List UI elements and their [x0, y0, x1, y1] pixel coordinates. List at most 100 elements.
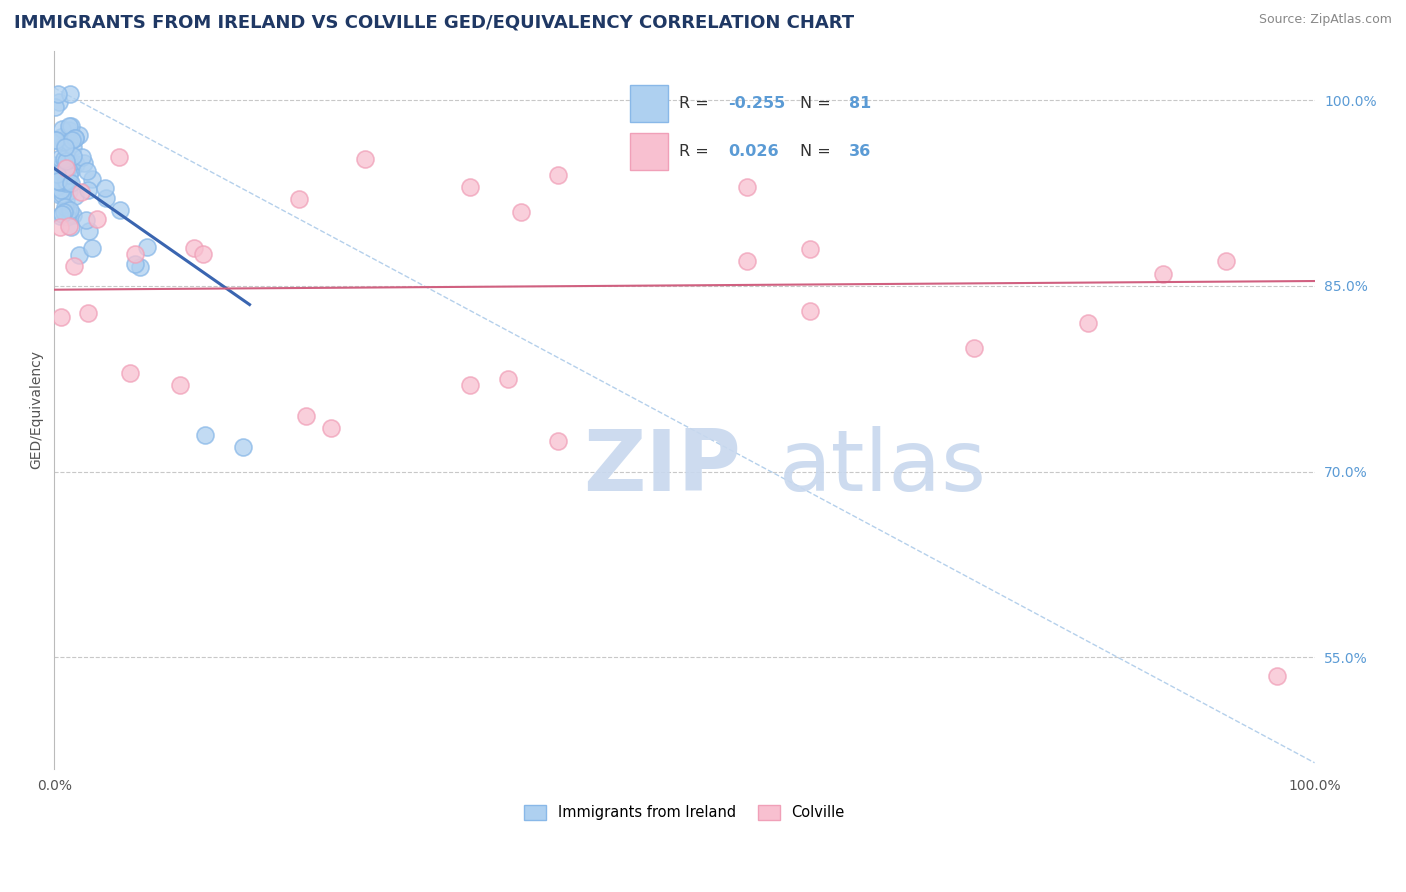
- Text: R =: R =: [679, 96, 714, 111]
- Point: [60, 120, 83, 134]
- Point: [58, 123, 80, 137]
- Point: [287, 192, 309, 206]
- Point: [58, 87, 80, 101]
- Point: [65, 157, 87, 171]
- Point: [53, 136, 76, 151]
- Point: [56, 162, 79, 177]
- Point: [458, 378, 481, 392]
- Point: [1077, 316, 1099, 330]
- Point: [80, 241, 103, 255]
- Point: [59, 220, 82, 235]
- Point: [52, 164, 75, 178]
- Point: [737, 254, 759, 268]
- Point: [76, 163, 98, 178]
- Point: [94, 180, 117, 194]
- Point: [56, 156, 79, 170]
- Point: [58, 120, 80, 134]
- Point: [51, 130, 73, 145]
- Point: [53, 152, 76, 166]
- Point: [124, 256, 146, 270]
- Point: [136, 240, 159, 254]
- Point: [51, 206, 73, 220]
- Point: [169, 378, 191, 392]
- Point: [48, 95, 70, 109]
- Point: [51, 187, 73, 202]
- Point: [56, 147, 79, 161]
- Text: 81: 81: [849, 96, 872, 111]
- Point: [58, 173, 80, 187]
- Point: [1152, 267, 1174, 281]
- Point: [63, 189, 86, 203]
- Point: [60, 133, 83, 147]
- Point: [79, 225, 101, 239]
- Point: [44, 100, 66, 114]
- Point: [321, 421, 343, 435]
- Point: [67, 248, 90, 262]
- Text: R =: R =: [679, 145, 714, 160]
- Point: [124, 247, 146, 261]
- Point: [55, 176, 77, 190]
- Point: [62, 149, 84, 163]
- Point: [44, 174, 66, 188]
- Point: [45, 133, 67, 147]
- Point: [118, 366, 141, 380]
- Point: [295, 409, 318, 423]
- Point: [49, 188, 72, 202]
- Point: [53, 200, 76, 214]
- Point: [58, 184, 80, 198]
- Text: 0.026: 0.026: [728, 145, 779, 160]
- Point: [53, 167, 76, 181]
- Point: [547, 168, 569, 182]
- FancyBboxPatch shape: [630, 133, 668, 170]
- Point: [77, 306, 100, 320]
- Point: [63, 260, 86, 274]
- Point: [963, 341, 986, 355]
- Point: [799, 242, 821, 256]
- Point: [58, 207, 80, 221]
- Point: [737, 180, 759, 194]
- Point: [44, 133, 66, 147]
- Text: -0.255: -0.255: [728, 96, 786, 111]
- Point: [73, 155, 96, 169]
- Text: ZIP: ZIP: [583, 425, 741, 508]
- Point: [69, 186, 91, 200]
- Point: [1265, 669, 1288, 683]
- Point: [58, 134, 80, 148]
- Point: [56, 202, 79, 217]
- Point: [59, 157, 82, 171]
- Point: [53, 205, 76, 219]
- Point: [70, 150, 93, 164]
- Point: [496, 372, 519, 386]
- Point: [107, 150, 129, 164]
- Point: [51, 310, 73, 324]
- Point: [129, 260, 152, 275]
- Point: [51, 122, 73, 136]
- Point: [183, 241, 205, 255]
- Point: [62, 208, 84, 222]
- Text: atlas: atlas: [779, 425, 987, 508]
- Point: [63, 131, 86, 145]
- Point: [49, 175, 72, 189]
- Point: [53, 140, 76, 154]
- Point: [49, 219, 72, 234]
- Point: [48, 173, 70, 187]
- Point: [48, 151, 70, 165]
- Point: [56, 173, 79, 187]
- Text: Source: ZipAtlas.com: Source: ZipAtlas.com: [1258, 13, 1392, 27]
- Point: [58, 219, 80, 233]
- Point: [86, 212, 108, 227]
- Point: [49, 172, 72, 186]
- Point: [58, 168, 80, 182]
- Point: [49, 183, 72, 197]
- Point: [45, 167, 67, 181]
- Text: 36: 36: [849, 145, 872, 160]
- Point: [60, 176, 83, 190]
- FancyBboxPatch shape: [630, 85, 668, 122]
- Legend: Immigrants from Ireland, Colville: Immigrants from Ireland, Colville: [519, 799, 851, 826]
- Point: [458, 180, 481, 194]
- Point: [44, 157, 66, 171]
- Point: [108, 202, 131, 217]
- Point: [44, 162, 66, 177]
- Point: [60, 161, 83, 176]
- Y-axis label: GED/Equivalency: GED/Equivalency: [30, 351, 44, 469]
